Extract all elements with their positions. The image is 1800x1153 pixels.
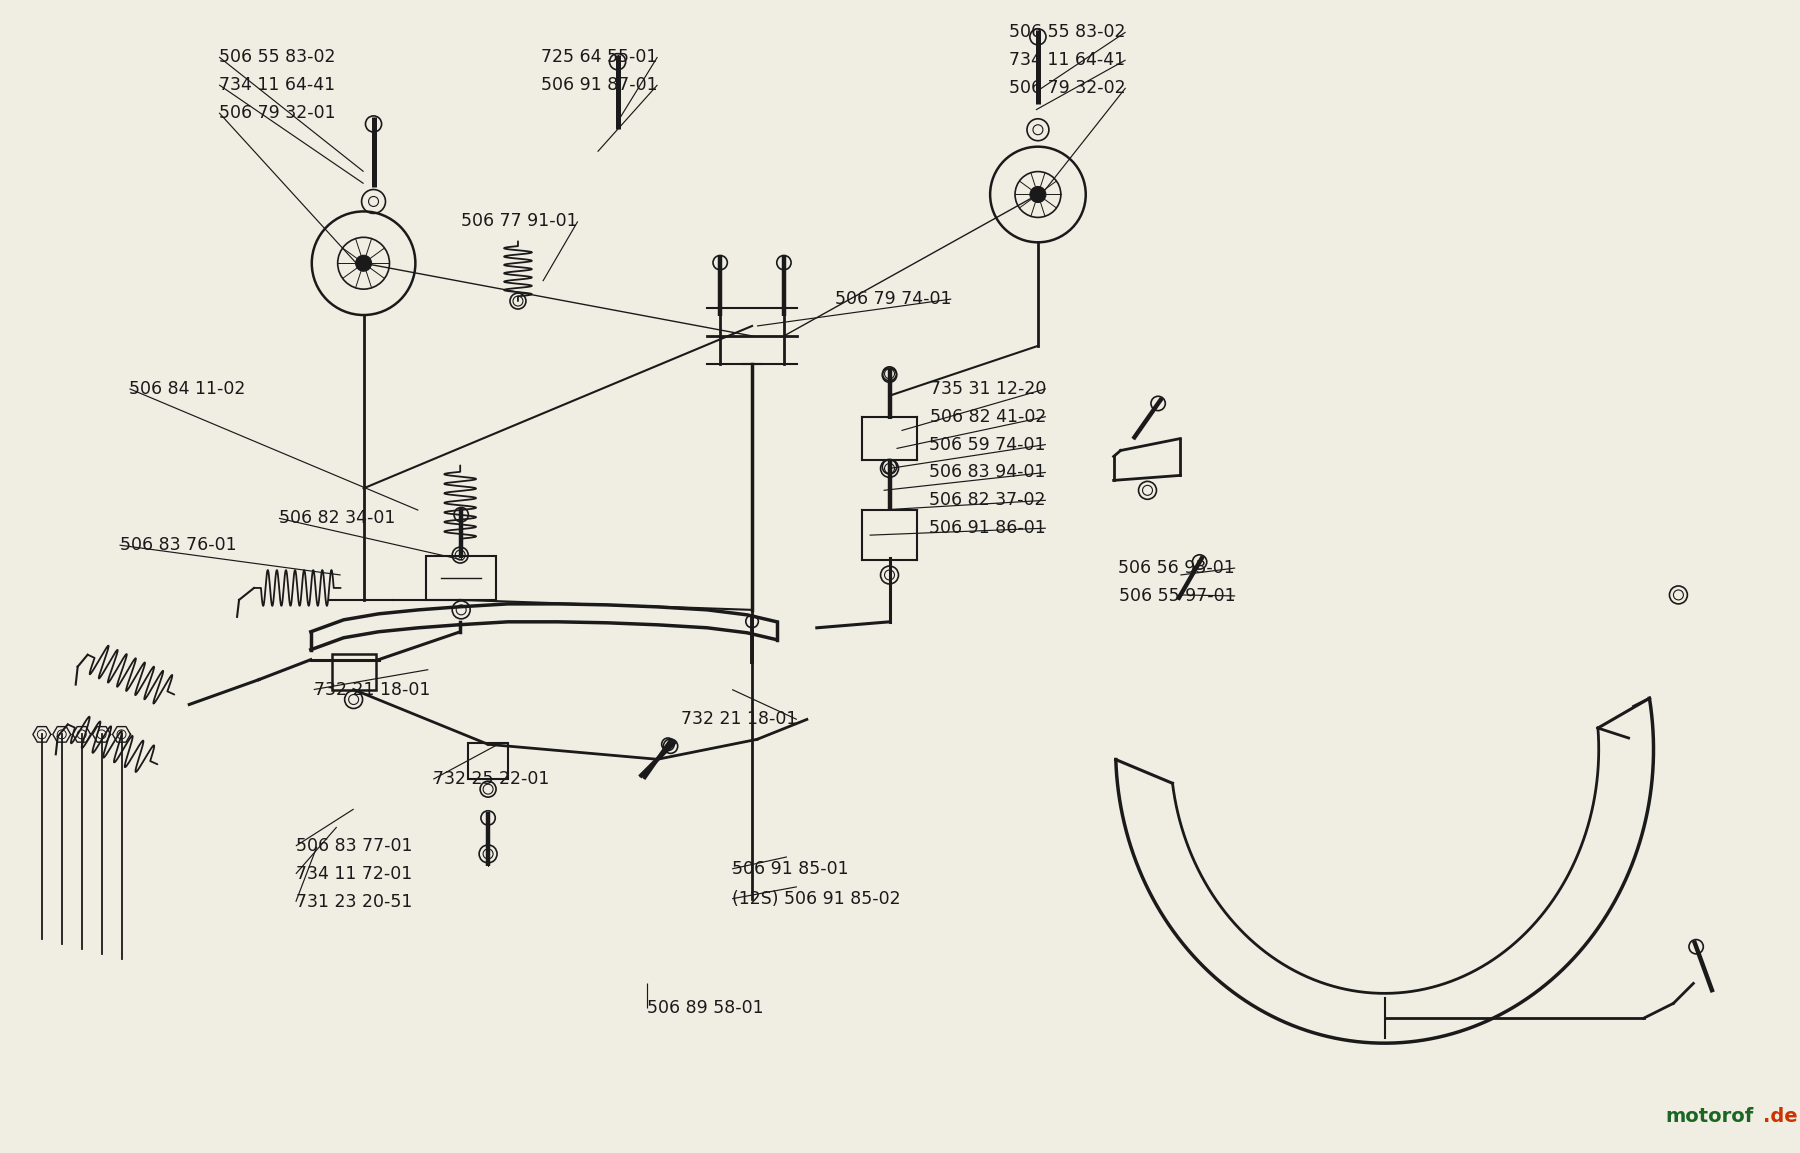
Text: 506 91 85-01: 506 91 85-01 [733, 860, 850, 877]
Circle shape [356, 255, 371, 271]
Text: 732 21 18-01: 732 21 18-01 [680, 710, 797, 729]
Text: 506 55 83-02: 506 55 83-02 [1010, 23, 1125, 42]
Text: 725 64 55-01: 725 64 55-01 [542, 48, 657, 66]
Text: 506 83 77-01: 506 83 77-01 [295, 837, 412, 854]
Text: 506 91 86-01: 506 91 86-01 [929, 519, 1046, 537]
Text: 506 56 93-01: 506 56 93-01 [1118, 559, 1235, 576]
Text: 506 79 74-01: 506 79 74-01 [835, 291, 950, 308]
Text: 731 23 20-51: 731 23 20-51 [295, 892, 412, 911]
Text: 506 59 74-01: 506 59 74-01 [929, 436, 1046, 453]
Circle shape [1030, 187, 1046, 203]
Text: 506 91 87-01: 506 91 87-01 [540, 76, 657, 93]
Text: (12S) 506 91 85-02: (12S) 506 91 85-02 [733, 890, 900, 907]
Text: 506 89 58-01: 506 89 58-01 [648, 1000, 763, 1017]
Text: 506 82 34-01: 506 82 34-01 [279, 510, 396, 527]
Text: 734 11 72-01: 734 11 72-01 [295, 865, 412, 883]
Text: 734 11 64-41: 734 11 64-41 [1010, 51, 1125, 69]
Text: 732 25 22-01: 732 25 22-01 [434, 770, 549, 789]
Text: 732 21 18-01: 732 21 18-01 [313, 680, 430, 699]
Text: .de: .de [1762, 1107, 1798, 1125]
Text: 506 55 97-01: 506 55 97-01 [1118, 587, 1235, 605]
Bar [468, 744, 508, 779]
Text: 506 79 32-02: 506 79 32-02 [1010, 78, 1125, 97]
Text: 506 79 32-01: 506 79 32-01 [220, 104, 337, 122]
Text: 506 82 37-02: 506 82 37-02 [929, 491, 1046, 510]
Text: 506 82 41-02: 506 82 41-02 [929, 408, 1046, 425]
Text: 734 11 64-41: 734 11 64-41 [220, 76, 335, 93]
Text: 506 77 91-01: 506 77 91-01 [461, 212, 578, 231]
Bar [427, 556, 497, 600]
Text: 506 55 83-02: 506 55 83-02 [220, 48, 335, 66]
Bar [331, 654, 376, 689]
Text: 506 83 76-01: 506 83 76-01 [119, 536, 236, 555]
Text: 506 83 94-01: 506 83 94-01 [929, 464, 1046, 482]
Text: 735 31 12-20: 735 31 12-20 [929, 379, 1046, 398]
Text: 506 84 11-02: 506 84 11-02 [130, 379, 247, 398]
Text: motorof: motorof [1665, 1107, 1753, 1125]
